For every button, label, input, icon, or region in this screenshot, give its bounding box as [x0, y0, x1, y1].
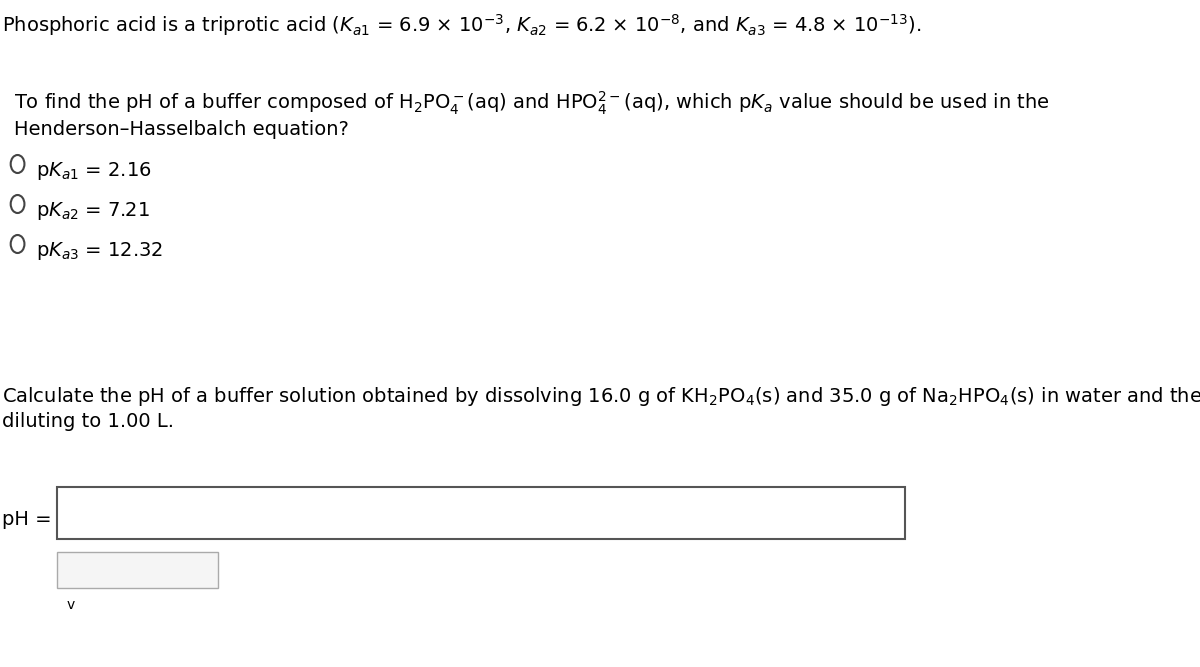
Text: To find the pH of a buffer composed of H$_2$PO$_4^-$(aq) and HPO$_4^{2-}$(aq), w: To find the pH of a buffer composed of H… — [13, 90, 1049, 117]
Text: v: v — [66, 598, 74, 612]
Text: p$K_{a2}$ = 7.21: p$K_{a2}$ = 7.21 — [36, 200, 150, 222]
Text: Phosphoric acid is a triprotic acid ($K_{a1}$ = 6.9 $\times$ 10$^{-3}$, $K_{a2}$: Phosphoric acid is a triprotic acid ($K_… — [1, 12, 922, 38]
Text: p$K_{a3}$ = 12.32: p$K_{a3}$ = 12.32 — [36, 240, 163, 262]
Text: pH =: pH = — [1, 510, 52, 529]
FancyBboxPatch shape — [58, 487, 905, 539]
FancyBboxPatch shape — [58, 552, 217, 588]
Text: Calculate the pH of a buffer solution obtained by dissolving 16.0 g of KH$_2$PO$: Calculate the pH of a buffer solution ob… — [1, 385, 1200, 408]
Text: ⚡ TOOLS: ⚡ TOOLS — [66, 560, 152, 578]
Text: p$K_{a1}$ = 2.16: p$K_{a1}$ = 2.16 — [36, 160, 151, 182]
Text: diluting to 1.00 L.: diluting to 1.00 L. — [1, 412, 174, 431]
Text: Henderson–Hasselbalch equation?: Henderson–Hasselbalch equation? — [13, 120, 349, 139]
